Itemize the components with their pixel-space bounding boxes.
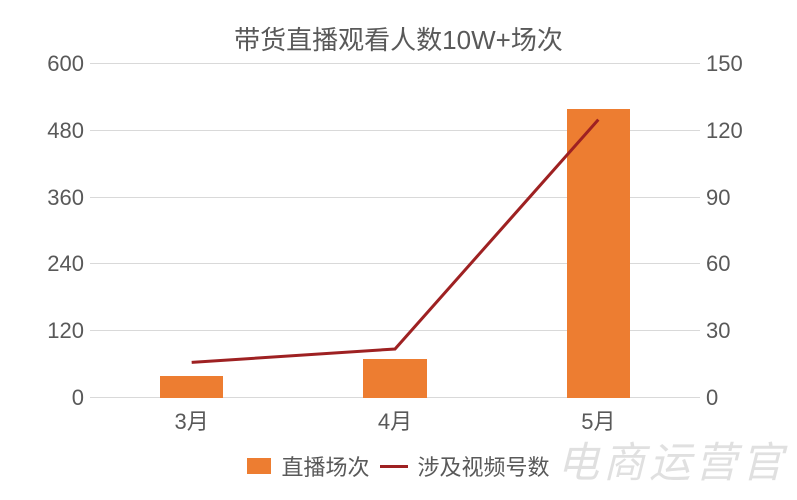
y-left-tick: 480 (47, 118, 84, 144)
y-right-tick: 90 (706, 185, 730, 211)
y-right-tick: 60 (706, 251, 730, 277)
y-left-tick: 0 (72, 385, 84, 411)
legend-label-bar: 直播场次 (281, 450, 369, 482)
y-right-tick: 150 (706, 51, 743, 77)
x-tick: 3月 (175, 404, 209, 436)
x-tick: 4月 (378, 404, 412, 436)
y-left-tick: 240 (47, 251, 84, 277)
line-path (192, 120, 599, 363)
plot-area: 0120240360480600 0306090120150 3月4月5月 (90, 64, 700, 398)
line-series (90, 64, 700, 398)
chart-title: 带货直播观看人数10W+场次 (0, 20, 797, 57)
y-left-tick: 600 (47, 51, 84, 77)
y-left-tick: 360 (47, 185, 84, 211)
y-axis-right: 0306090120150 (700, 64, 797, 398)
y-axis-left: 0120240360480600 (0, 64, 90, 398)
y-right-tick: 120 (706, 118, 743, 144)
legend: 直播场次 涉及视频号数 (0, 450, 797, 482)
y-left-tick: 120 (47, 318, 84, 344)
chart-container: 带货直播观看人数10W+场次 0120240360480600 03060901… (0, 0, 797, 500)
legend-swatch-line (380, 465, 408, 468)
legend-label-line: 涉及视频号数 (418, 450, 550, 482)
legend-swatch-bar (247, 458, 271, 474)
x-tick: 5月 (581, 404, 615, 436)
y-right-tick: 30 (706, 318, 730, 344)
y-right-tick: 0 (706, 385, 718, 411)
